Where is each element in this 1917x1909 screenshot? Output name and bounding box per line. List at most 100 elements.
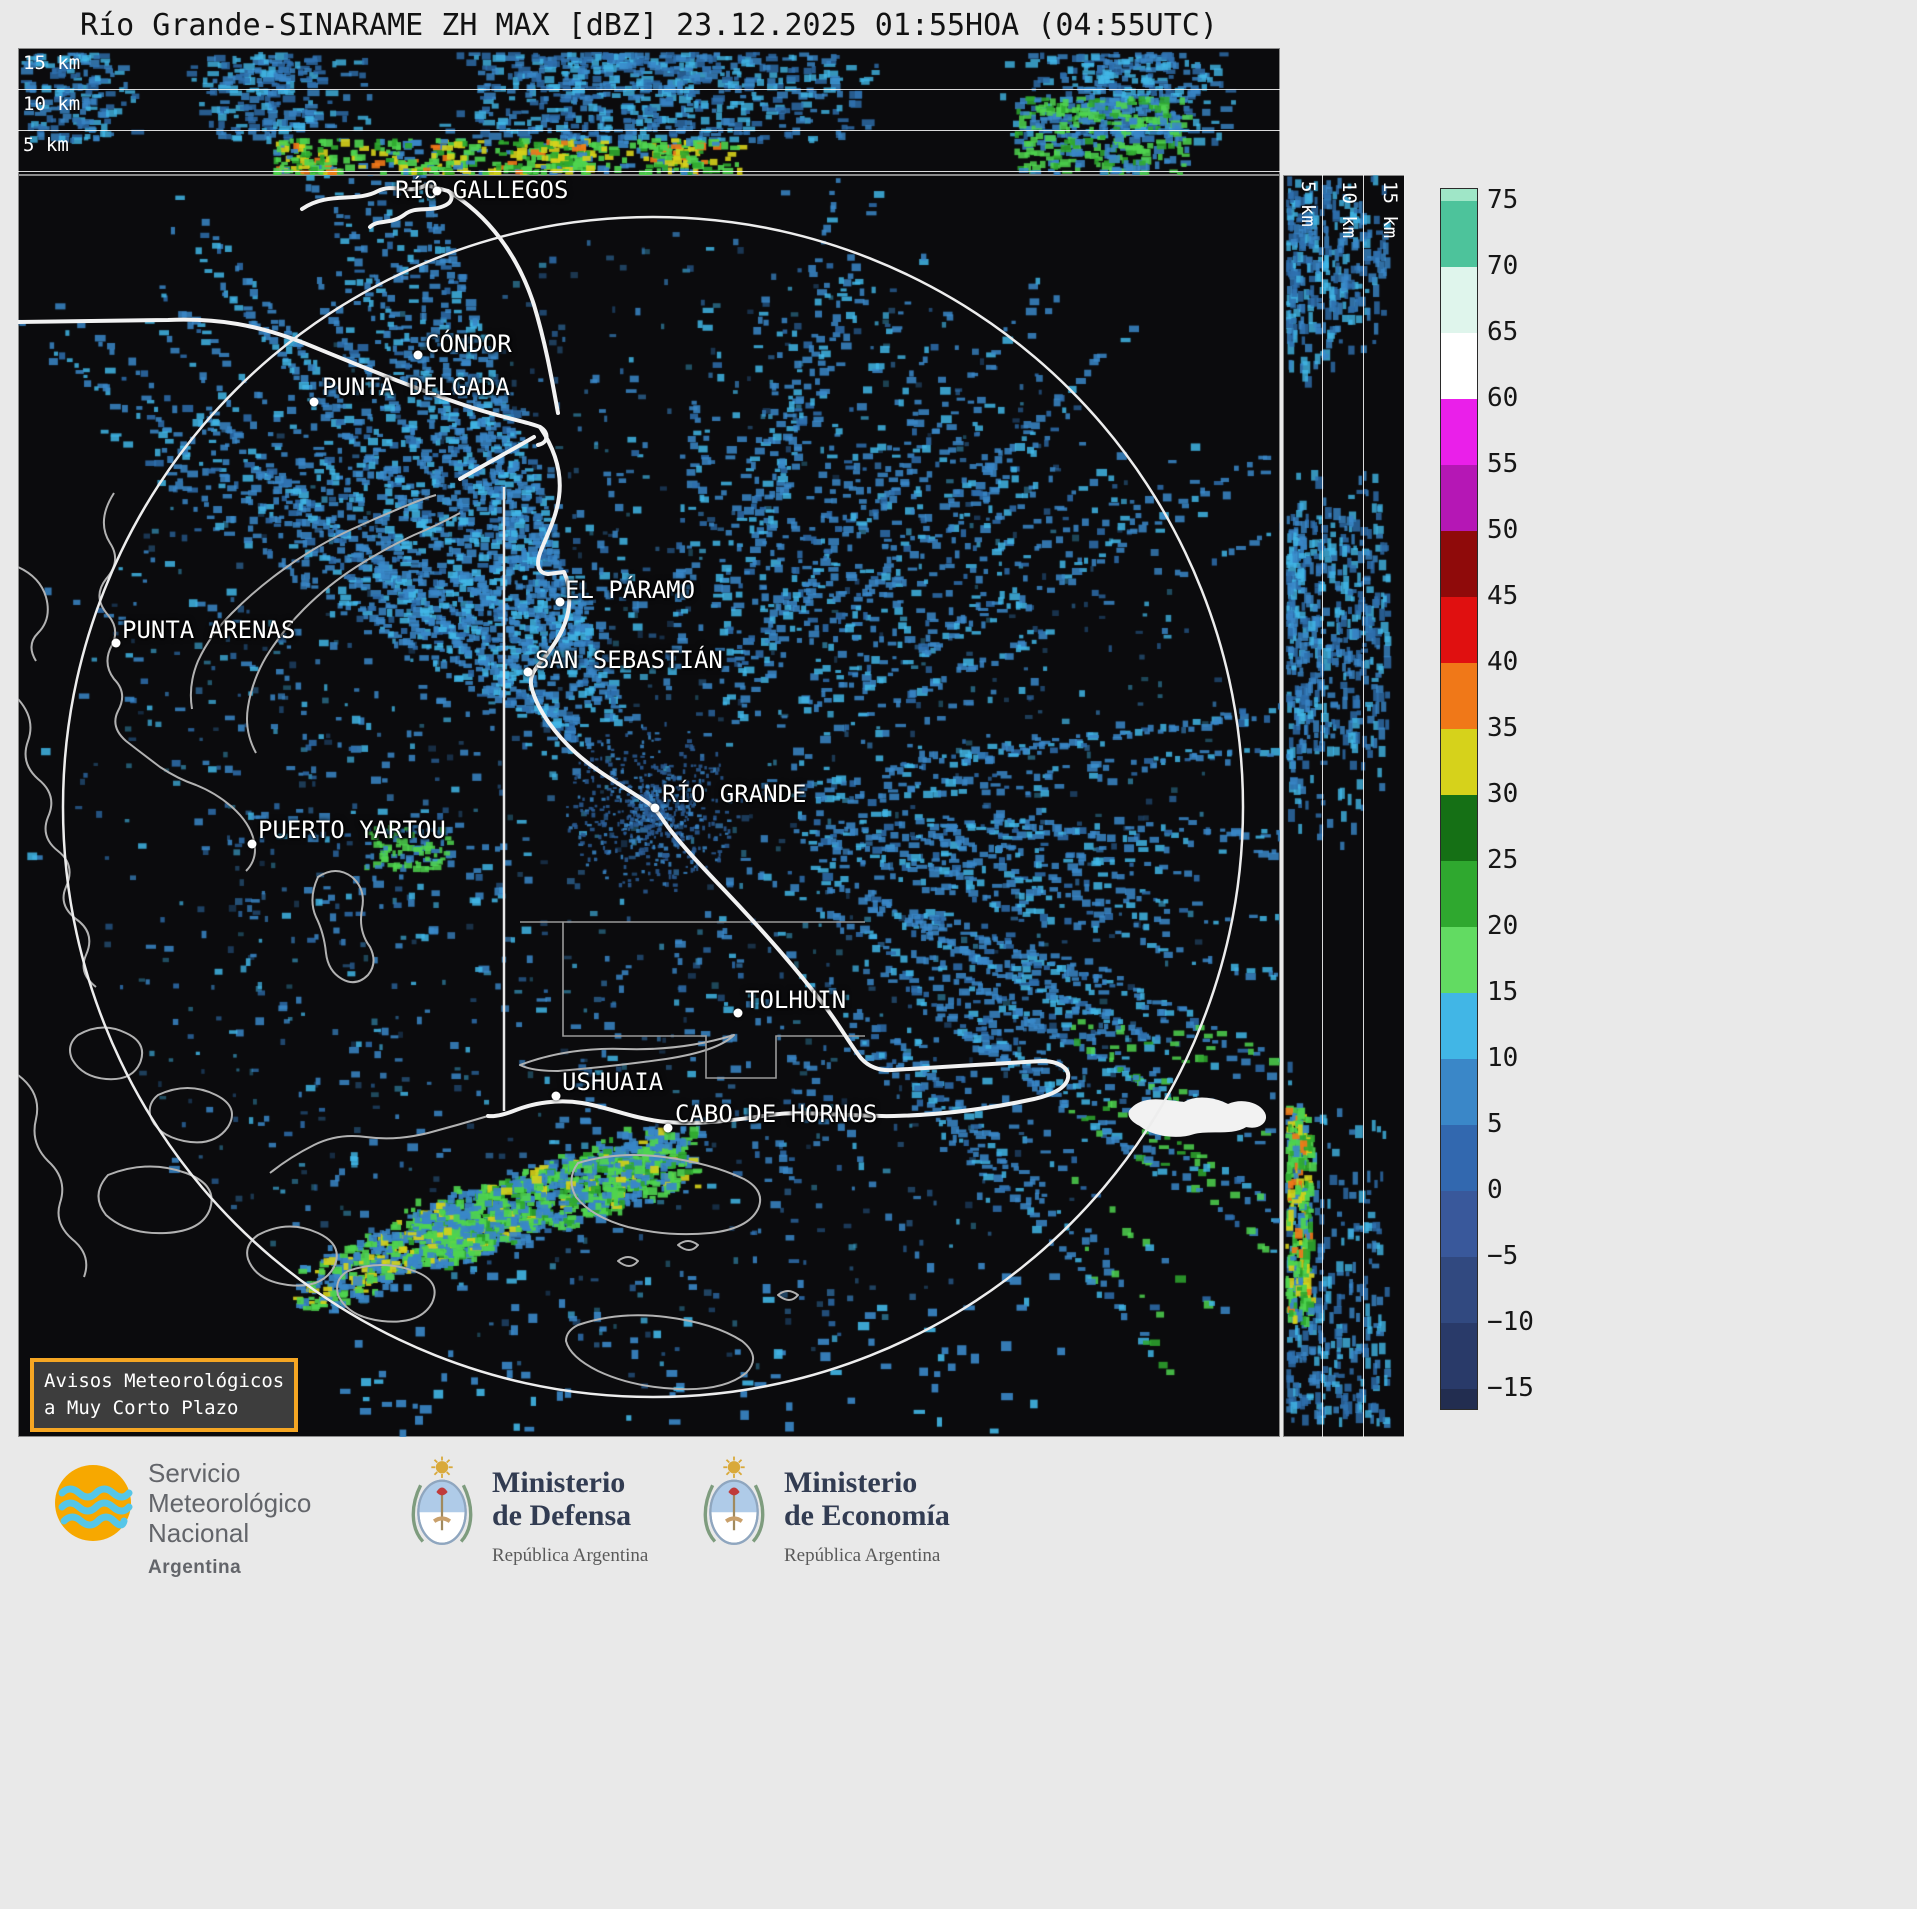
coastline-thick-group	[18, 183, 1071, 1125]
city-label: PUNTA ARENAS	[122, 616, 296, 644]
city-label-layer: RÍO GALLEGOS CÓNDOR PUNTA DELGADA EL PÁRAMO…	[18, 175, 1280, 1437]
colorbar-tick-label: 50	[1487, 515, 1519, 545]
page-title: Río Grande-SINARAME ZH MAX [dBZ] 23.12.2…	[80, 8, 1218, 43]
city-dot	[551, 1091, 561, 1101]
colorbar-segment	[1441, 1125, 1477, 1191]
radar-range-circle	[61, 215, 1245, 1399]
warning-line-1: Avisos Meteorológicos	[44, 1370, 285, 1392]
colorbar-tick-label: −5	[1487, 1241, 1519, 1271]
colorbar-tick-label: 55	[1487, 449, 1519, 479]
colorbar-segment	[1441, 201, 1477, 267]
colorbar-tick-label: 0	[1487, 1175, 1503, 1205]
colorbar-segment	[1441, 663, 1477, 729]
colorbar-tick-label: 10	[1487, 1043, 1519, 1073]
colorbar-segment	[1441, 1257, 1477, 1323]
colorbar-segment	[1441, 1191, 1477, 1257]
height-label-5km: 5 km	[23, 134, 69, 156]
reflectivity-colorbar	[1440, 188, 1478, 1410]
colorbar-segment	[1441, 597, 1477, 663]
height-gridline-10km-v	[1363, 175, 1364, 1437]
smn-logo-icon	[55, 1465, 133, 1541]
colorbar-segment	[1441, 465, 1477, 531]
admin-boundary-group	[520, 921, 865, 1079]
colorbar-tick-label: 75	[1487, 185, 1519, 215]
city-label: PUERTO YARTOU	[258, 816, 446, 844]
colorbar-tick-label: 45	[1487, 581, 1519, 611]
colorbar-tick-label: 60	[1487, 383, 1519, 413]
colorbar-tick-label: −15	[1487, 1373, 1534, 1403]
smn-line-1: Servicio	[148, 1458, 241, 1488]
cross-section-top-echoes-canvas	[18, 48, 1280, 175]
city-label: SAN SEBASTIÁN	[535, 646, 723, 674]
city-dot	[663, 1123, 673, 1133]
defensa-ministry: Ministerio	[492, 1466, 626, 1499]
height-gridline-5km	[18, 171, 1280, 172]
cross-section-right-panel: 5 km 10 km 15 km	[1283, 175, 1405, 1437]
colorbar-segment	[1441, 927, 1477, 993]
city-dot	[650, 803, 660, 813]
city-label: RÍO GALLEGOS	[395, 176, 569, 204]
cross-section-right-echoes-canvas	[1283, 175, 1405, 1437]
city-dot	[432, 186, 442, 196]
footer: Servicio Meteorológico Nacional Argentin…	[0, 1450, 1917, 1909]
height-gridline-15km-v	[1404, 175, 1405, 1437]
isla-de-los-estados	[1128, 1097, 1266, 1137]
height-gridline-10km	[18, 130, 1280, 131]
colorbar-segment	[1441, 861, 1477, 927]
short-term-warnings-banner[interactable]: Avisos Meteorológicos a Muy Corto Plazo	[30, 1358, 299, 1432]
colorbar-tick-label: 65	[1487, 317, 1519, 347]
warning-line-2: a Muy Corto Plazo	[44, 1397, 239, 1419]
height-gridline-15km	[18, 89, 1280, 90]
colorbar-segment	[1441, 795, 1477, 861]
city-label: CÓNDOR	[425, 330, 512, 358]
height-label-15km: 15 km	[23, 52, 81, 74]
city-dot	[111, 638, 121, 648]
colorbar-segment	[1441, 531, 1477, 597]
city-label: PUNTA DELGADA	[322, 373, 510, 401]
colorbar-segment	[1441, 1389, 1477, 1409]
defensa-dept: de Defensa	[492, 1499, 632, 1532]
colorbar-segment	[1441, 189, 1477, 201]
coastline-thin-group	[18, 492, 799, 1391]
colorbar-tick-label: 30	[1487, 779, 1519, 809]
economia-coat-of-arms-icon	[698, 1456, 770, 1555]
basemap	[18, 183, 1266, 1399]
height-label-10km-v: 10 km	[1338, 181, 1360, 239]
economia-wordmark: Ministerio de Economía República Argenti…	[784, 1466, 950, 1567]
city-dot	[413, 350, 423, 360]
reflectivity-colorbar-labels: 75 70 65 60 55 50 45 40 35 30 25 20 15 10 5 0 −5 −10 −15	[1487, 185, 1567, 1410]
colorbar-tick-label: 70	[1487, 251, 1519, 281]
colorbar-tick-label: 25	[1487, 845, 1519, 875]
height-label-10km: 10 km	[23, 93, 81, 115]
colorbar-tick-label: 40	[1487, 647, 1519, 677]
smn-line-2: Meteorológico	[148, 1488, 312, 1518]
economia-ministry: Ministerio	[784, 1466, 918, 1499]
height-label-15km-v: 15 km	[1379, 181, 1401, 239]
colorbar-segment	[1441, 993, 1477, 1059]
cross-section-top-panel: 15 km 10 km 5 km	[18, 48, 1280, 175]
colorbar-segment	[1441, 267, 1477, 333]
city-dot	[247, 839, 257, 849]
city-dot	[523, 667, 533, 677]
colorbar-tick-label: 35	[1487, 713, 1519, 743]
city-dot	[309, 397, 319, 407]
smn-wordmark: Servicio Meteorológico Nacional Argentin…	[148, 1458, 311, 1583]
city-label: RÍO GRANDE	[662, 780, 807, 808]
colorbar-segment	[1441, 1323, 1477, 1389]
colorbar-tick-label: 15	[1487, 977, 1519, 1007]
economia-sub: República Argentina	[784, 1545, 941, 1566]
colorbar-tick-label: −10	[1487, 1307, 1534, 1337]
colorbar-segment	[1441, 1059, 1477, 1125]
city-label: USHUAIA	[562, 1068, 664, 1096]
economia-dept: de Economía	[784, 1499, 950, 1532]
smn-country: Argentina	[148, 1557, 242, 1578]
height-label-5km-v: 5 km	[1297, 181, 1319, 227]
city-dot	[733, 1008, 743, 1018]
defensa-wordmark: Ministerio de Defensa República Argentin…	[492, 1466, 648, 1567]
radar-ppi-panel: RÍO GALLEGOS CÓNDOR PUNTA DELGADA EL PÁRAMO…	[18, 175, 1280, 1437]
city-dot	[555, 597, 565, 607]
smn-line-3: Nacional	[148, 1518, 250, 1548]
city-label: TOLHUIN	[745, 986, 847, 1014]
defensa-sub: República Argentina	[492, 1545, 649, 1566]
